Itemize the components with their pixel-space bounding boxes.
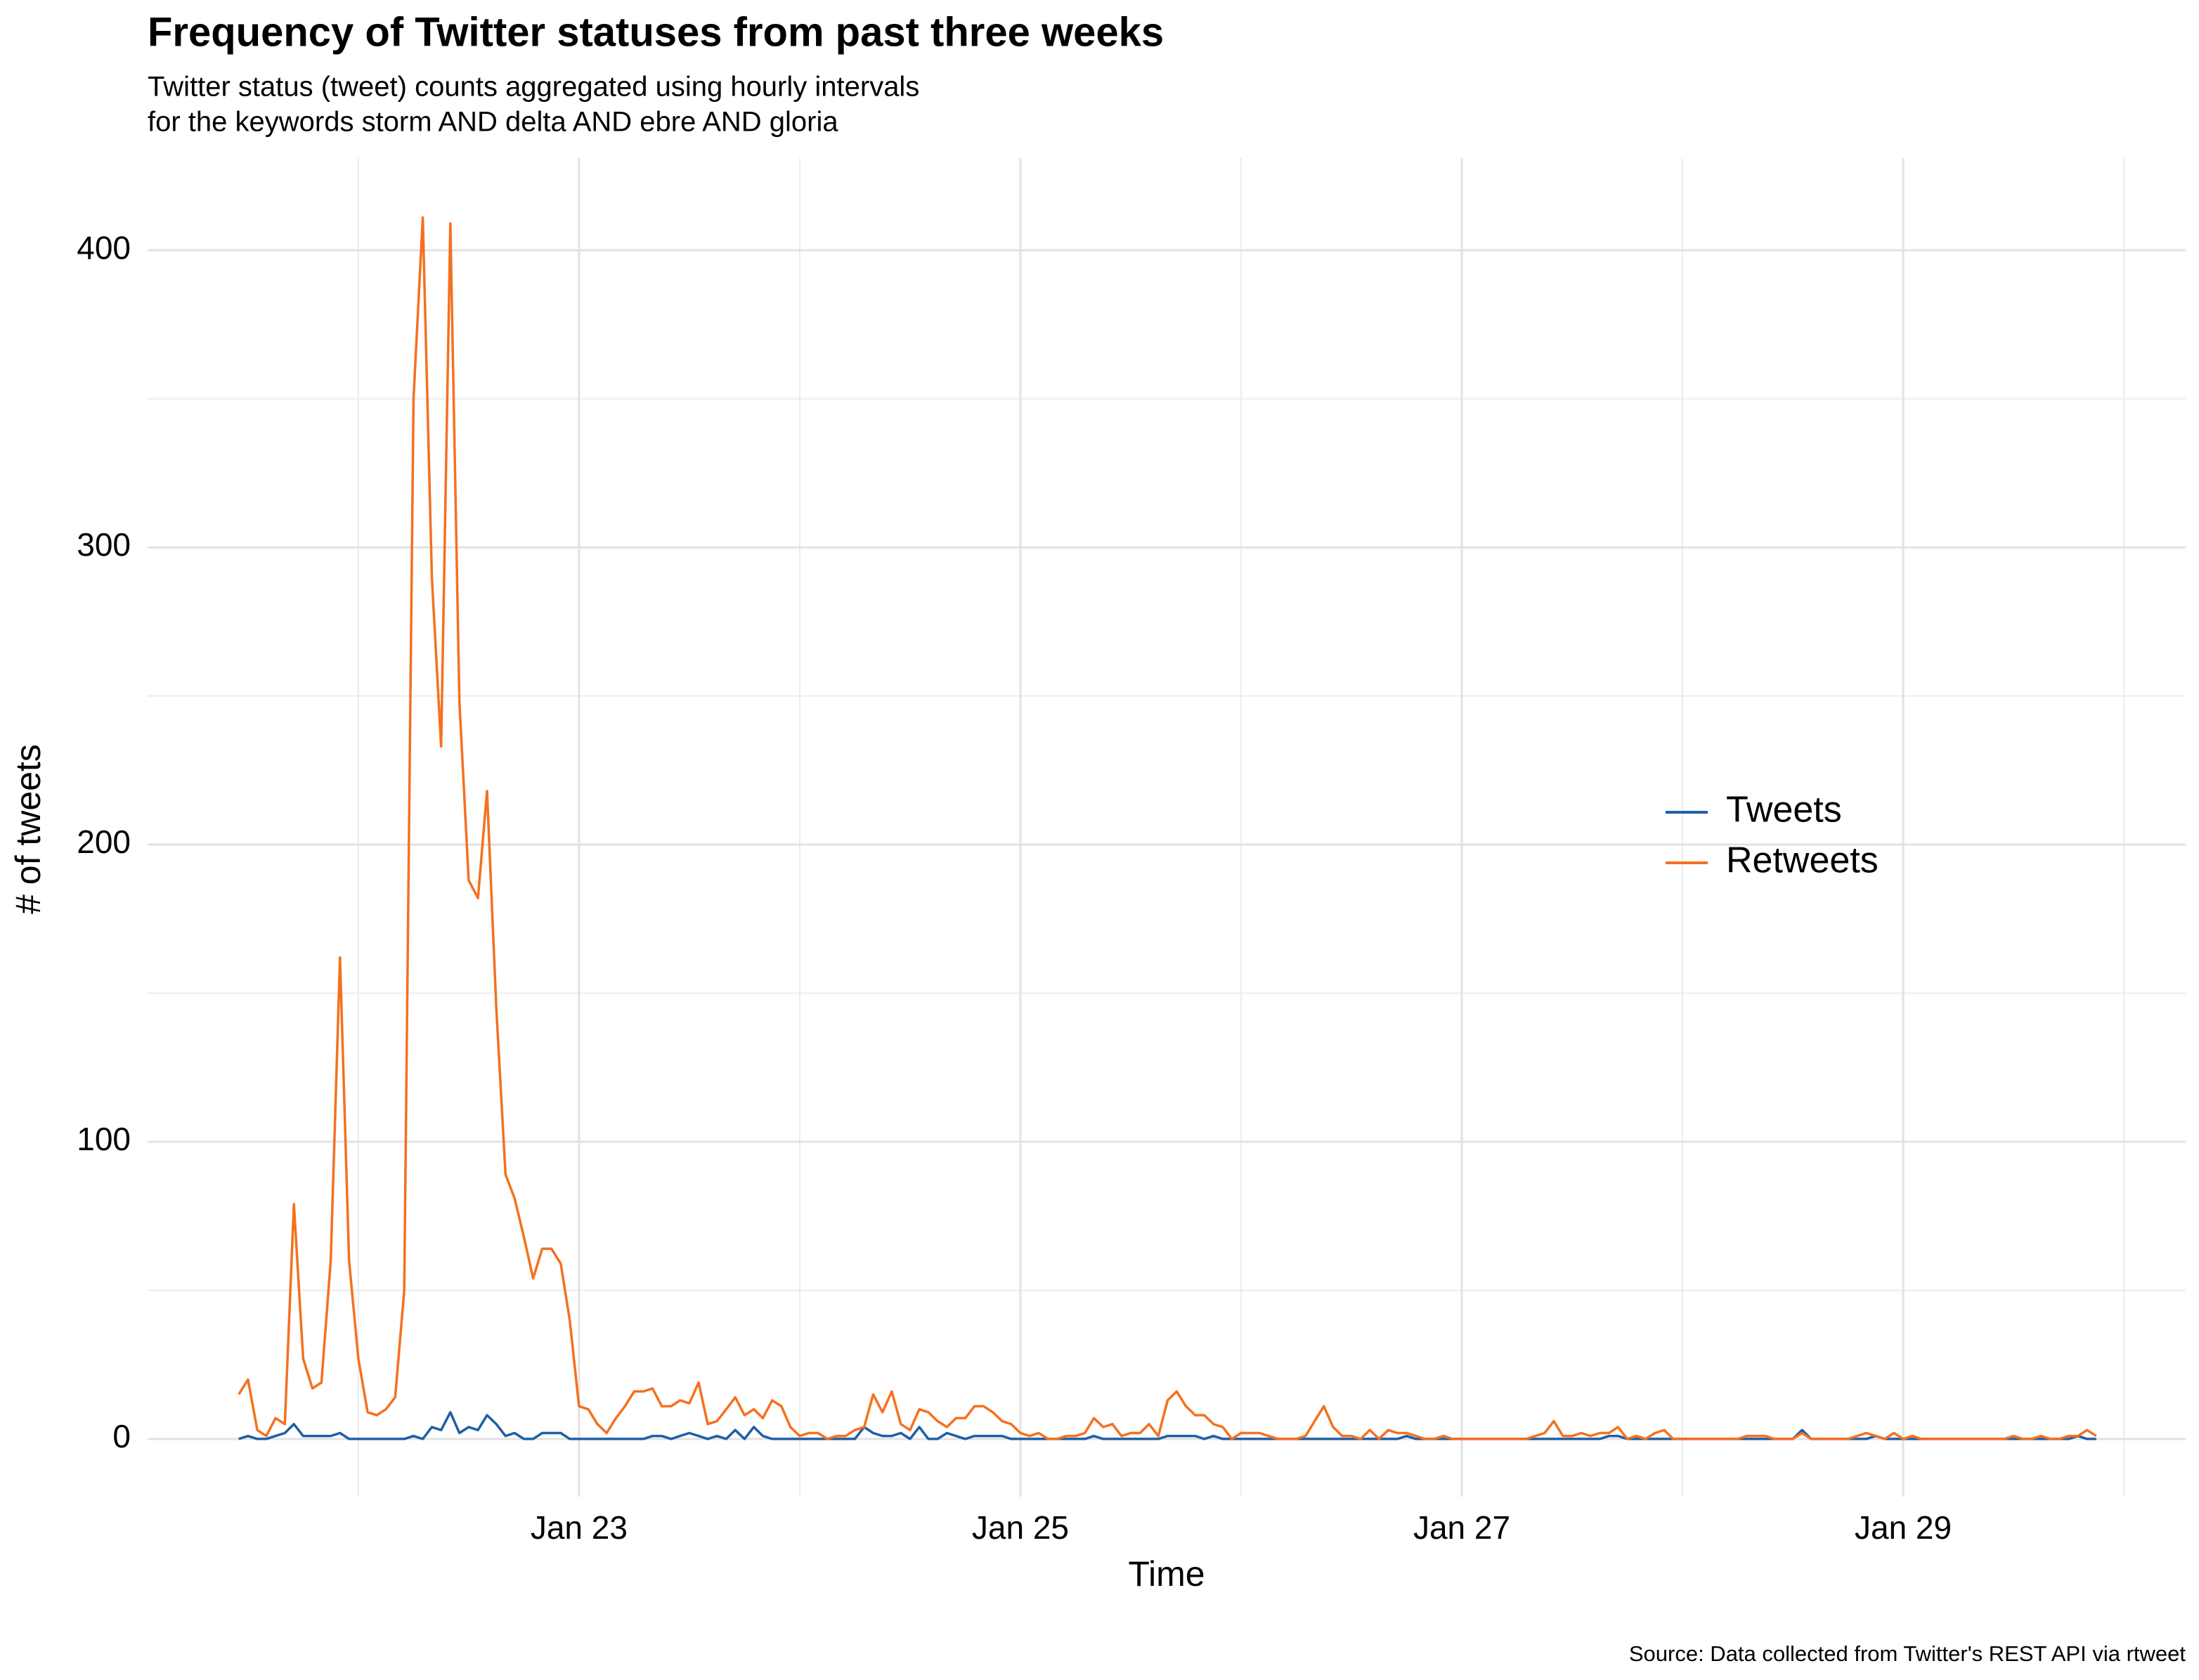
caption: Source: Data collected from Twitter's RE…	[1629, 1641, 2186, 1666]
series-line	[238, 216, 2097, 1440]
y-tick-label: 0	[112, 1418, 131, 1454]
legend-label: Retweets	[1726, 840, 1879, 881]
legend-label: Tweets	[1726, 790, 1842, 831]
series-line	[238, 1411, 2096, 1440]
x-axis-title: Time	[1128, 1554, 1205, 1594]
y-tick-label: 300	[77, 526, 131, 563]
y-axis-title: # of tweets	[8, 744, 48, 914]
chart-title: Frequency of Twitter statuses from past …	[148, 9, 1164, 55]
chart-subtitle: Twitter status (tweet) counts aggregated…	[148, 72, 919, 103]
y-tick-label: 400	[77, 229, 131, 266]
x-tick-label: Jan 29	[1855, 1509, 1952, 1546]
x-tick-label: Jan 23	[531, 1509, 628, 1546]
x-tick-label: Jan 25	[972, 1509, 1069, 1546]
x-tick-label: Jan 27	[1413, 1509, 1510, 1546]
chart-subtitle: for the keywords storm AND delta AND ebr…	[148, 107, 838, 138]
y-tick-label: 200	[77, 823, 131, 860]
y-tick-label: 100	[77, 1121, 131, 1157]
